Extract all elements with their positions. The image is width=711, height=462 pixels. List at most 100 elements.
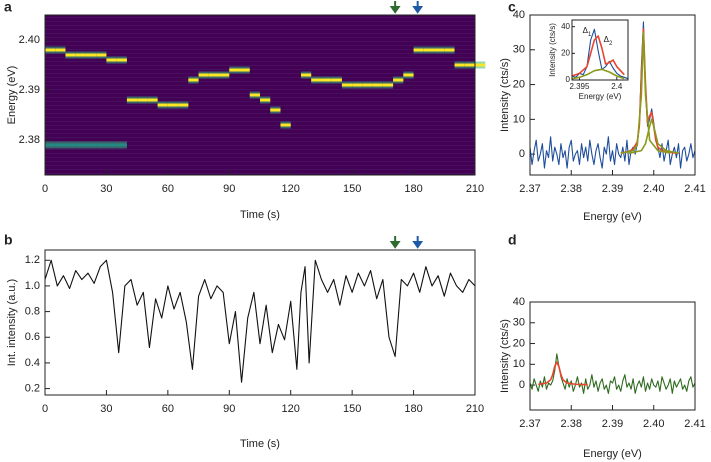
y-tick-label: 0 (519, 148, 525, 160)
x-tick-label: 2.39 (602, 418, 623, 430)
y-tick-label: 0.6 (25, 331, 40, 343)
x-axis-title: Energy (eV) (583, 448, 642, 460)
y-tick-label: 0.2 (25, 382, 40, 394)
heatmap-cell (147, 98, 158, 102)
x-tick-label: 60 (162, 403, 174, 415)
heatmap-cell (382, 83, 394, 87)
arrow-marker (389, 236, 401, 249)
series-line (571, 68, 625, 80)
heatmap-cell (362, 83, 373, 87)
y-axis-title: Intensity (cts/s) (548, 23, 557, 77)
y-axis-title: Int. intensity (a.u.) (6, 279, 18, 366)
heatmap-cell (393, 78, 404, 82)
y-tick-label: 0.8 (25, 305, 40, 317)
heatmap-cell (178, 103, 189, 107)
x-tick-label: 2.4 (611, 82, 623, 91)
heatmap-cell (434, 48, 445, 52)
heatmap-cell (249, 93, 260, 97)
series-line (571, 28, 629, 80)
heatmap-cell (96, 53, 107, 57)
x-axis-title: Energy (eV) (583, 211, 642, 223)
x-tick-label: 2.41 (684, 418, 705, 430)
y-tick-label: 20 (561, 48, 570, 57)
y-tick-label: 30 (513, 44, 525, 56)
x-tick-label: 2.37 (519, 418, 540, 430)
x-tick-label: 2.38 (561, 183, 582, 195)
y-tick-label: 0 (519, 379, 525, 391)
inset-annotation: Δ2 (604, 35, 613, 46)
heatmap-cell (106, 143, 117, 147)
x-tick-label: 2.395 (569, 82, 590, 91)
heatmap-cell (126, 98, 138, 102)
x-tick-label: 2.41 (684, 183, 705, 195)
heatmap-cell (75, 143, 86, 147)
series-line (529, 353, 696, 394)
y-axis-title: Energy (eV) (6, 66, 18, 125)
y-tick-label: 2.40 (19, 34, 40, 46)
heatmap-cell (321, 78, 332, 82)
heatmap-cell (85, 53, 97, 57)
x-tick-label: 0 (42, 403, 48, 415)
heatmap-cell (137, 98, 148, 102)
heatmap-cell (116, 143, 127, 147)
heatmap-cell (280, 123, 291, 127)
heatmap-cell (413, 48, 424, 52)
annotation-subscript: 2 (609, 41, 613, 47)
x-tick-label: 60 (162, 183, 174, 195)
heatmap-cell (454, 63, 465, 67)
heatmap-cell (229, 68, 240, 72)
heatmap-cell (239, 68, 250, 72)
heatmap-cell (260, 98, 271, 102)
x-tick-label: 150 (343, 183, 361, 195)
plot-frame (44, 14, 476, 176)
x-axis-title: Time (s) (240, 438, 280, 450)
arrow-marker (412, 236, 424, 249)
heatmap-cell (45, 48, 56, 52)
heatmap-cell (85, 143, 97, 147)
heatmap-cell (352, 83, 363, 87)
x-tick-label: 2.38 (561, 418, 582, 430)
x-tick-label: 90 (223, 183, 235, 195)
heatmap-cell (423, 48, 435, 52)
x-tick-label: 180 (404, 403, 422, 415)
annotation-subscript: 1 (588, 32, 592, 38)
panel-letter: d (508, 232, 517, 248)
y-tick-label: 10 (513, 113, 525, 125)
x-tick-label: 210 (466, 183, 484, 195)
plot-frame (571, 19, 629, 81)
annotation-symbol: Δ (583, 26, 589, 35)
heatmap-cell (475, 63, 486, 67)
plot-frame (529, 14, 696, 176)
series-line (529, 21, 696, 169)
heatmap-cell (157, 103, 168, 107)
y-tick-label: 40 (513, 296, 525, 308)
series-line (628, 118, 679, 155)
heatmap-cell (167, 103, 179, 107)
heatmap-cell (208, 73, 220, 77)
heatmap-cell (464, 63, 475, 67)
x-tick-label: 0 (42, 183, 48, 195)
annotation-symbol: Δ (604, 35, 610, 44)
heatmap-cell (96, 143, 107, 147)
y-tick-label: 10 (513, 358, 525, 370)
x-tick-label: 2.40 (643, 418, 664, 430)
heatmap-cell (341, 83, 353, 87)
x-tick-label: 120 (282, 183, 300, 195)
x-tick-label: 2.37 (519, 183, 540, 195)
panel-letter: c (508, 0, 516, 15)
y-tick-label: 0 (566, 75, 571, 84)
heatmap-cell (198, 73, 209, 77)
series-line (620, 31, 671, 155)
x-tick-label: 210 (466, 403, 484, 415)
y-tick-label: 40 (513, 9, 525, 21)
y-tick-label: 2.39 (19, 84, 40, 96)
heatmap-cell (270, 108, 281, 112)
arrow-marker (412, 1, 424, 14)
x-axis-title: Energy (eV) (579, 92, 622, 101)
panel-letter: b (4, 232, 13, 248)
y-axis-title: Intensity (cts/s) (499, 319, 511, 393)
heatmap-cell (219, 73, 230, 77)
y-tick-label: 1.0 (25, 280, 40, 292)
